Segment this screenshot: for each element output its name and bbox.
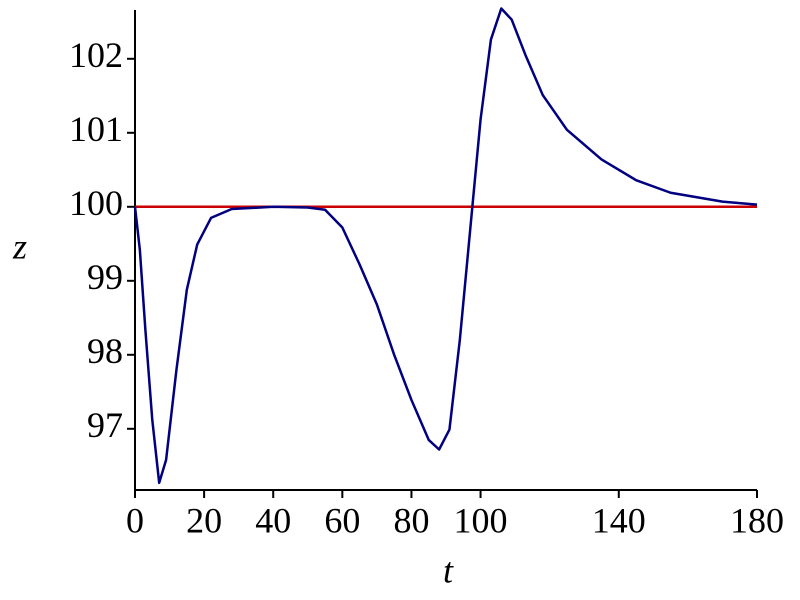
x-tick-label: 60 (324, 500, 360, 540)
y-tick-label: 101 (69, 109, 123, 149)
x-tick-label: 0 (126, 500, 144, 540)
y-tick-label: 97 (87, 405, 123, 445)
x-tick-label: 80 (393, 500, 429, 540)
x-tick-label: 140 (592, 500, 646, 540)
x-tick-label: 40 (255, 500, 291, 540)
y-axis-label: z (12, 226, 27, 266)
y-tick-label: 98 (87, 331, 123, 371)
x-tick-label: 20 (186, 500, 222, 540)
x-axis-label: t (443, 550, 454, 590)
line-series (133, 7, 758, 485)
y-tick-label: 102 (69, 35, 123, 75)
y-tick-label: 99 (87, 257, 123, 297)
x-tick-label: 100 (454, 500, 508, 540)
y-tick-label: 100 (69, 183, 123, 223)
x-tick-label: 180 (730, 500, 784, 540)
